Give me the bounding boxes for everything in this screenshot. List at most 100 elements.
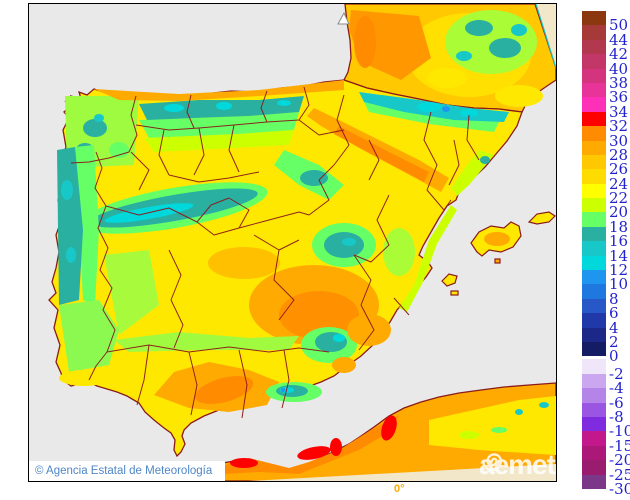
legend-entry: -20	[582, 445, 630, 468]
legend-value-label: 4	[609, 318, 619, 337]
legend-entry: 30	[582, 126, 630, 148]
legend-value-label: 36	[609, 88, 629, 107]
legend-entry: 4	[582, 313, 630, 335]
legend-entry: 28	[582, 140, 630, 162]
legend-color-swatch	[582, 373, 606, 389]
legend-color-swatch	[582, 327, 606, 342]
temperature-field-map	[29, 4, 556, 481]
legend-entry: 42	[582, 39, 630, 62]
legend-color-swatch	[582, 183, 606, 199]
legend-color-swatch	[582, 255, 606, 271]
legend-entry: -10	[582, 416, 630, 439]
iberia-landmass	[48, 79, 523, 458]
legend-color-swatch	[582, 126, 606, 141]
legend-entry: 34	[582, 97, 630, 119]
legend-color-swatch	[582, 388, 606, 403]
legend-value-label: 14	[609, 246, 629, 265]
legend-entry: -30	[582, 474, 630, 496]
legend-value-label: -2	[609, 364, 624, 383]
legend-color-swatch	[582, 154, 606, 170]
legend-color-swatch	[582, 341, 606, 357]
legend-value-label: -15	[609, 436, 630, 455]
legend-value-label: 18	[609, 217, 629, 236]
legend-entry: 18	[582, 212, 630, 234]
legend-color-swatch	[582, 431, 606, 446]
meridian-label: 0°	[394, 483, 405, 495]
legend-color-swatch	[582, 402, 606, 417]
legend-entry: 8	[582, 284, 630, 306]
legend-value-label: 8	[609, 289, 619, 308]
legend-value-label: 40	[609, 59, 629, 78]
legend-value-label: 50	[609, 16, 629, 35]
legend-value-label: 6	[609, 304, 619, 323]
legend-color-swatch	[582, 313, 606, 328]
legend-value-label: -8	[609, 407, 624, 426]
legend-entry: 2	[582, 327, 630, 349]
legend-color-swatch	[582, 416, 606, 432]
legend-value-label: -10	[609, 422, 630, 441]
legend-value-label: 26	[609, 160, 629, 179]
province-borders	[70, 86, 480, 419]
legend-color-swatch	[582, 39, 606, 55]
legend-entry: -6	[582, 388, 630, 410]
legend-value-label: 12	[609, 261, 629, 280]
legend-color-swatch	[582, 82, 606, 98]
legend-entry: 36	[582, 82, 630, 105]
legend-value-label: 10	[609, 275, 629, 294]
legend-entry: 10	[582, 270, 630, 292]
legend-color-swatch	[582, 140, 606, 155]
legend-entry: 16	[582, 226, 630, 249]
legend-value-label: -30	[609, 479, 630, 498]
legend-entry: 38	[582, 68, 630, 90]
legend-entry: 12	[582, 255, 630, 278]
legend-color-swatch	[582, 68, 606, 83]
temperature-scale-legend: 50 44 42 40 38 36 34 32 30 28 26 24 22 20 18 16 14 12 10 8 6…	[582, 11, 630, 496]
legend-entry: -2	[582, 359, 630, 381]
legend-value-label: -25	[609, 465, 630, 484]
map-frame: aemet © Agencia Estatal de Meteorología	[28, 3, 557, 482]
legend-entry: 14	[582, 241, 630, 263]
legend-entry: -8	[582, 402, 630, 424]
legend-color-swatch	[582, 445, 606, 461]
legend-entry: 6	[582, 298, 630, 321]
legend-entry: 50	[582, 11, 630, 33]
legend-color-swatch	[582, 97, 606, 112]
legend-color-swatch	[582, 169, 606, 184]
legend-color-swatch	[582, 284, 606, 299]
legend-value-label: 28	[609, 145, 629, 164]
legend-entry: 0	[582, 341, 630, 364]
legend-value-label: 20	[609, 203, 629, 222]
legend-color-swatch	[582, 25, 606, 40]
legend-value-label: 2	[609, 332, 619, 351]
legend-value-label: -20	[609, 451, 630, 470]
legend-color-swatch	[582, 241, 606, 256]
legend-value-label: 16	[609, 232, 629, 251]
africa-landmass	[203, 382, 556, 481]
legend-color-swatch	[582, 11, 606, 26]
legend-color-swatch	[582, 270, 606, 285]
aemet-watermark: aemet	[479, 448, 556, 481]
aemet-spiral-icon	[482, 453, 503, 471]
legend-entry: 22	[582, 183, 630, 206]
legend-color-swatch	[582, 359, 606, 374]
legend-color-swatch	[582, 198, 606, 213]
legend-color-swatch	[582, 212, 606, 227]
legend-value-label: -6	[609, 393, 624, 412]
legend-color-swatch	[582, 460, 606, 475]
legend-value-label: 0	[609, 347, 619, 366]
legend-entry: -4	[582, 373, 630, 396]
legend-value-label: 42	[609, 45, 629, 64]
legend-value-label: 32	[609, 117, 629, 136]
legend-value-label: 44	[609, 30, 629, 49]
legend-value-label: 34	[609, 102, 629, 121]
copyright-attribution: © Agencia Estatal de Meteorología	[29, 461, 225, 481]
legend-value-label: 24	[609, 174, 629, 193]
legend-entry: 24	[582, 169, 630, 191]
triangle-marker	[337, 11, 350, 25]
legend-color-swatch	[582, 226, 606, 242]
legend-entry: 40	[582, 54, 630, 76]
legend-color-swatch	[582, 111, 606, 127]
legend-value-label: -4	[609, 379, 624, 398]
legend-entry: 44	[582, 25, 630, 47]
